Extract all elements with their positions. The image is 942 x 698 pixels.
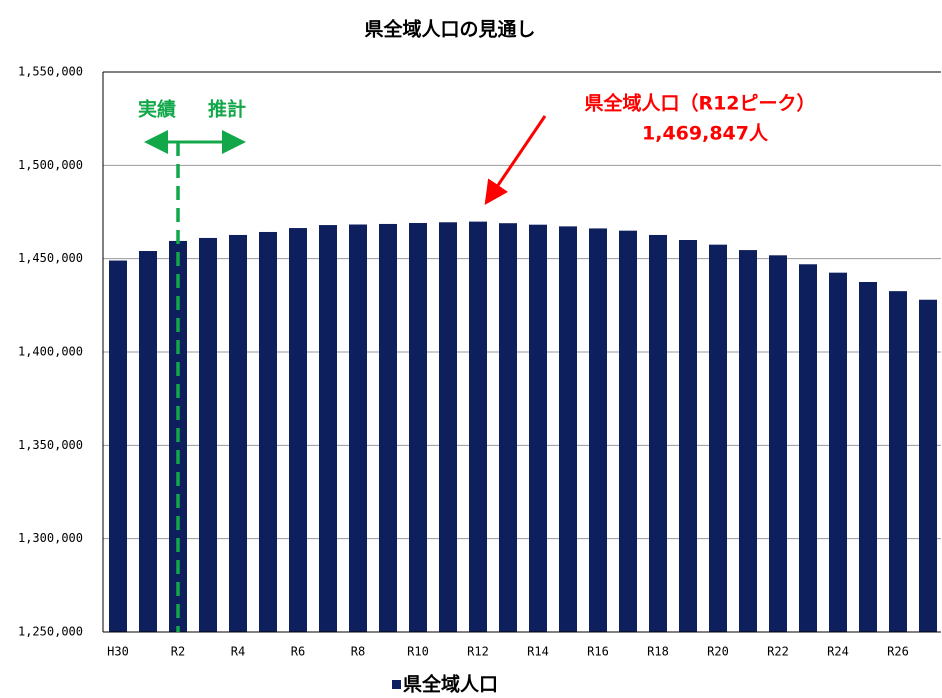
- bar: [709, 244, 727, 632]
- y-tick-label: 1,250,000: [18, 625, 83, 639]
- y-tick-label: 1,500,000: [18, 158, 83, 172]
- bar: [259, 231, 277, 632]
- bar: [319, 225, 337, 633]
- x-tick-label: R10: [407, 645, 429, 659]
- arrow: [484, 115, 547, 205]
- bar: [469, 221, 487, 632]
- y-tick-label: 1,450,000: [18, 251, 83, 265]
- annotation: 1,469,847人: [642, 123, 769, 145]
- x-tick-label: R14: [527, 645, 549, 659]
- x-tick-label: R2: [171, 645, 185, 659]
- x-tick-label: R22: [767, 645, 789, 659]
- bar: [409, 223, 427, 632]
- bar: [559, 226, 577, 632]
- bar: [529, 224, 547, 632]
- y-tick-label: 1,400,000: [18, 345, 83, 359]
- bar: [919, 299, 937, 632]
- y-tick-label: 1,350,000: [18, 438, 83, 452]
- x-tick-label: R26: [887, 645, 909, 659]
- bar: [289, 228, 307, 632]
- bar: [679, 240, 697, 632]
- x-tick-label: R4: [231, 645, 245, 659]
- annotation: 実績: [138, 98, 176, 121]
- bar: [199, 237, 217, 633]
- bar: [139, 251, 157, 632]
- bar: [589, 228, 607, 632]
- bar: [499, 223, 517, 632]
- legend-marker: [392, 680, 401, 689]
- x-tick-label: H30: [107, 645, 129, 659]
- bar: [799, 264, 817, 632]
- chart-title: 県全域人口の見通し: [364, 18, 535, 41]
- x-tick-label: R18: [647, 645, 669, 659]
- annotation: 県全域人口（R12ピーク）: [584, 92, 815, 115]
- x-tick-label: R8: [351, 645, 365, 659]
- x-tick-label: R16: [587, 645, 609, 659]
- bar: [229, 234, 247, 632]
- x-tick-label: R12: [467, 645, 489, 659]
- bar: [829, 272, 847, 632]
- bar: [739, 250, 757, 632]
- bar: [619, 230, 637, 632]
- bar: [439, 222, 457, 632]
- y-tick-label: 1,300,000: [18, 531, 83, 545]
- annotation: 推計: [208, 98, 246, 121]
- bar: [889, 291, 907, 632]
- x-tick-label: R6: [291, 645, 305, 659]
- legend-label: 県全域人口: [403, 673, 498, 696]
- y-tick-label: 1,550,000: [18, 65, 83, 79]
- x-tick-label: R20: [707, 645, 729, 659]
- bar: [769, 255, 787, 632]
- bar: [349, 224, 367, 633]
- bar: [109, 260, 127, 632]
- bar: [649, 234, 667, 632]
- bar: [379, 223, 397, 633]
- x-tick-label: R24: [827, 645, 849, 659]
- bar: [859, 282, 877, 632]
